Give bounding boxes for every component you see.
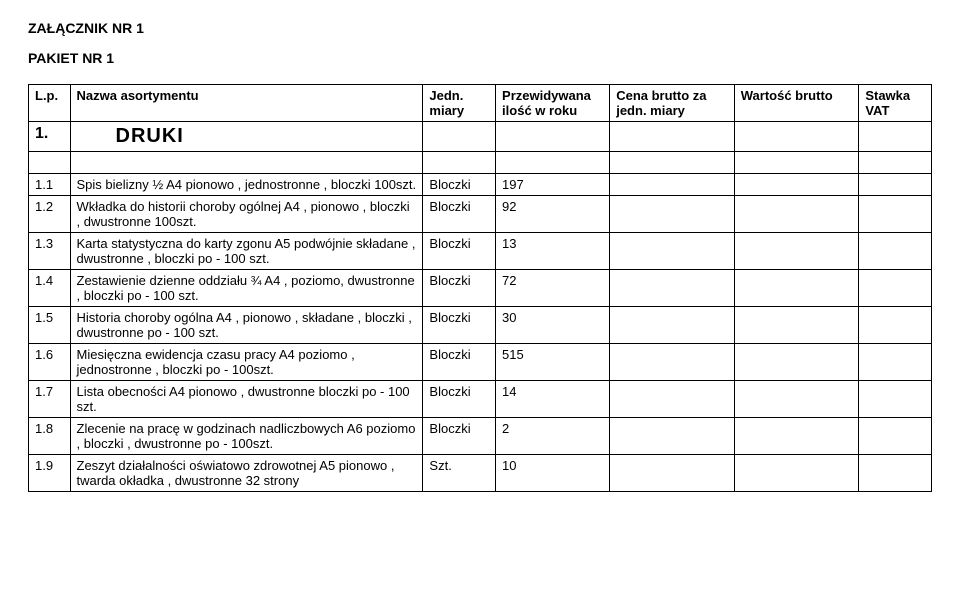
empty-cell <box>859 381 932 418</box>
empty-cell <box>734 152 859 174</box>
cell-name: Lista obecności A4 pionowo , dwustronne … <box>70 381 423 418</box>
cell-qty: 10 <box>496 455 610 492</box>
table-header-row: L.p. Nazwa asortymentu Jedn. miary Przew… <box>29 85 932 122</box>
cell-qty: 72 <box>496 270 610 307</box>
empty-cell <box>423 122 496 152</box>
empty-cell <box>496 122 610 152</box>
cell-lp: 1.8 <box>29 418 71 455</box>
empty-cell <box>859 270 932 307</box>
empty-cell <box>496 152 610 174</box>
empty-cell <box>610 174 735 196</box>
table-row: 1.5Historia choroby ogólna A4 , pionowo … <box>29 307 932 344</box>
empty-cell <box>734 455 859 492</box>
cell-qty: 197 <box>496 174 610 196</box>
table-row: 1.9Zeszyt działalności oświatowo zdrowot… <box>29 455 932 492</box>
col-qty: Przewidywana ilość w roku <box>496 85 610 122</box>
cell-qty: 2 <box>496 418 610 455</box>
empty-cell <box>859 344 932 381</box>
empty-cell <box>610 455 735 492</box>
cell-qty: 14 <box>496 381 610 418</box>
assortment-table: L.p. Nazwa asortymentu Jedn. miary Przew… <box>28 84 932 492</box>
section-row: 1. DRUKI <box>29 122 932 152</box>
col-unit: Jedn. miary <box>423 85 496 122</box>
empty-cell <box>859 152 932 174</box>
table-row: 1.4Zestawienie dzienne oddziału ¾ A4 , p… <box>29 270 932 307</box>
cell-lp: 1.6 <box>29 344 71 381</box>
empty-cell <box>610 233 735 270</box>
cell-lp: 1.3 <box>29 233 71 270</box>
empty-cell <box>610 152 735 174</box>
cell-name: Miesięczna ewidencja czasu pracy A4 pozi… <box>70 344 423 381</box>
cell-name: Wkładka do historii choroby ogólnej A4 ,… <box>70 196 423 233</box>
table-row: 1.3Karta statystyczna do karty zgonu A5 … <box>29 233 932 270</box>
empty-cell <box>610 381 735 418</box>
section-num: 1. <box>29 122 71 152</box>
empty-cell <box>734 418 859 455</box>
cell-qty: 13 <box>496 233 610 270</box>
cell-lp: 1.5 <box>29 307 71 344</box>
cell-unit: Szt. <box>423 455 496 492</box>
empty-cell <box>610 196 735 233</box>
empty-cell <box>734 307 859 344</box>
empty-cell <box>610 418 735 455</box>
empty-cell <box>734 381 859 418</box>
cell-unit: Bloczki <box>423 418 496 455</box>
empty-cell <box>859 455 932 492</box>
cell-unit: Bloczki <box>423 344 496 381</box>
cell-name: Historia choroby ogólna A4 , pionowo , s… <box>70 307 423 344</box>
empty-cell <box>610 122 735 152</box>
empty-cell <box>734 174 859 196</box>
cell-unit: Bloczki <box>423 270 496 307</box>
col-lp: L.p. <box>29 85 71 122</box>
table-row: 1.1Spis bielizny ½ A4 pionowo , jednostr… <box>29 174 932 196</box>
empty-cell <box>859 174 932 196</box>
cell-lp: 1.2 <box>29 196 71 233</box>
table-row: 1.8Zlecenie na pracę w godzinach nadlicz… <box>29 418 932 455</box>
col-vat: Stawka VAT <box>859 85 932 122</box>
table-row: 1.2Wkładka do historii choroby ogólnej A… <box>29 196 932 233</box>
cell-lp: 1.4 <box>29 270 71 307</box>
cell-qty: 30 <box>496 307 610 344</box>
empty-cell <box>610 307 735 344</box>
col-name: Nazwa asortymentu <box>70 85 423 122</box>
empty-cell <box>859 196 932 233</box>
cell-unit: Bloczki <box>423 233 496 270</box>
cell-name: Zeszyt działalności oświatowo zdrowotnej… <box>70 455 423 492</box>
empty-cell <box>859 307 932 344</box>
col-value: Wartość brutto <box>734 85 859 122</box>
empty-cell <box>734 344 859 381</box>
empty-cell <box>70 152 423 174</box>
package-header: PAKIET NR 1 <box>28 50 932 66</box>
cell-qty: 92 <box>496 196 610 233</box>
cell-name: Zlecenie na pracę w godzinach nadliczbow… <box>70 418 423 455</box>
table-row: 1.7Lista obecności A4 pionowo , dwustron… <box>29 381 932 418</box>
spacer-row <box>29 152 932 174</box>
cell-unit: Bloczki <box>423 381 496 418</box>
empty-cell <box>423 152 496 174</box>
empty-cell <box>859 418 932 455</box>
cell-unit: Bloczki <box>423 307 496 344</box>
cell-lp: 1.9 <box>29 455 71 492</box>
col-price: Cena brutto za jedn. miary <box>610 85 735 122</box>
cell-name: Zestawienie dzienne oddziału ¾ A4 , pozi… <box>70 270 423 307</box>
empty-cell <box>859 122 932 152</box>
empty-cell <box>734 122 859 152</box>
table-row: 1.6Miesięczna ewidencja czasu pracy A4 p… <box>29 344 932 381</box>
cell-unit: Bloczki <box>423 196 496 233</box>
empty-cell <box>734 196 859 233</box>
cell-qty: 515 <box>496 344 610 381</box>
empty-cell <box>29 152 71 174</box>
empty-cell <box>610 270 735 307</box>
cell-name: Karta statystyczna do karty zgonu A5 pod… <box>70 233 423 270</box>
attachment-header: ZAŁĄCZNIK NR 1 <box>28 20 932 36</box>
cell-unit: Bloczki <box>423 174 496 196</box>
cell-lp: 1.1 <box>29 174 71 196</box>
empty-cell <box>734 270 859 307</box>
section-name: DRUKI <box>70 122 423 152</box>
empty-cell <box>859 233 932 270</box>
cell-lp: 1.7 <box>29 381 71 418</box>
empty-cell <box>610 344 735 381</box>
empty-cell <box>734 233 859 270</box>
cell-name: Spis bielizny ½ A4 pionowo , jednostronn… <box>70 174 423 196</box>
